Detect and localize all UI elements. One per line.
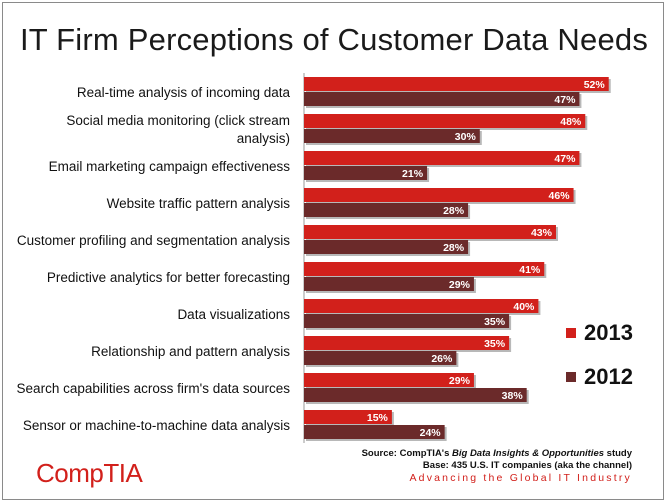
bar-2012 [304, 129, 480, 143]
value-label-2013: 40% [513, 301, 535, 313]
bar-2013 [304, 336, 510, 350]
value-label-2013: 43% [531, 227, 553, 239]
chart-title: IT Firm Perceptions of Customer Data Nee… [19, 22, 649, 57]
bar-2012 [304, 351, 457, 365]
category-label: Email marketing campaign effectiveness [49, 159, 291, 174]
value-label-2013: 35% [484, 338, 506, 350]
value-label-2012: 24% [420, 427, 442, 439]
value-label-2012: 38% [502, 390, 524, 402]
value-label-2013: 15% [367, 412, 389, 424]
source-suffix: study [604, 448, 632, 459]
value-label-2013: 46% [549, 190, 571, 202]
bar-2013 [304, 299, 539, 313]
base-note: Base: 435 U.S. IT companies (aka the cha… [422, 460, 632, 471]
source-prefix: Source: CompTIA's [361, 448, 452, 459]
bar-2012 [304, 388, 527, 402]
bar-2013 [304, 188, 574, 202]
category-label: Customer profiling and segmentation anal… [17, 233, 290, 248]
category-label: Data visualizations [177, 307, 290, 322]
bar-2012 [304, 425, 445, 439]
legend-label-2012: 2012 [584, 364, 633, 389]
source-title: Big Data Insights & Opportunities [452, 448, 605, 459]
bar-2012 [304, 203, 469, 217]
source-note: Source: CompTIA's Big Data Insights & Op… [362, 448, 632, 472]
category-label: analysis) [237, 131, 290, 146]
bar-2013 [304, 262, 545, 276]
bar-2012 [304, 314, 510, 328]
bar-2013 [304, 225, 556, 239]
value-label-2013: 41% [519, 264, 541, 276]
bar-2012 [304, 277, 474, 291]
bar-2012 [304, 166, 428, 180]
bar-2013 [304, 114, 586, 128]
value-label-2012: 28% [443, 205, 465, 217]
tagline: Advancing the Global IT Industry [409, 472, 632, 484]
value-label-2012: 47% [554, 94, 576, 106]
comptia-logo: CompTIA [36, 458, 143, 488]
value-label-2013: 48% [560, 116, 582, 128]
value-label-2013: 47% [554, 153, 576, 165]
category-label: Real-time analysis of incoming data [77, 85, 291, 100]
legend-swatch-2013 [566, 328, 576, 338]
category-label: Relationship and pattern analysis [91, 344, 290, 359]
value-label-2012: 26% [431, 353, 453, 365]
bar-2013 [304, 410, 392, 424]
value-label-2013: 29% [449, 375, 471, 387]
bar-2012 [304, 92, 580, 106]
value-label-2013: 52% [584, 79, 606, 91]
legend-label-2013: 2013 [584, 320, 633, 345]
category-label: Social media monitoring (click stream [66, 113, 290, 128]
value-label-2012: 21% [402, 168, 424, 180]
bar-2013 [304, 77, 609, 91]
value-label-2012: 35% [484, 316, 506, 328]
category-label: Predictive analytics for better forecast… [47, 270, 290, 285]
category-label: Website traffic pattern analysis [107, 196, 291, 211]
bar-2012 [304, 240, 469, 254]
source-line: Source: CompTIA's Big Data Insights & Op… [362, 448, 632, 460]
value-label-2012: 30% [455, 131, 477, 143]
value-label-2012: 28% [443, 242, 465, 254]
legend-swatch-2012 [566, 372, 576, 382]
value-label-2012: 29% [449, 279, 471, 291]
bar-2013 [304, 151, 580, 165]
category-label: Sensor or machine-to-machine data analys… [23, 418, 290, 433]
category-label: Search capabilities across firm's data s… [17, 381, 291, 396]
bar-2013 [304, 373, 474, 387]
